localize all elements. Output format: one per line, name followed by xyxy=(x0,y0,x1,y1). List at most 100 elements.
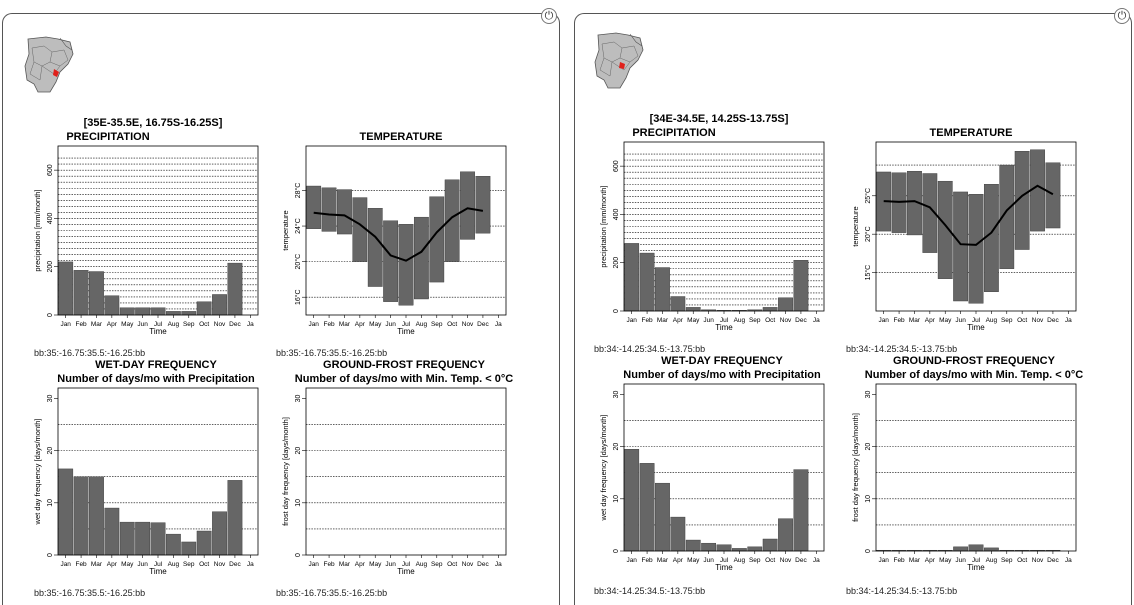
chart-title: PRECIPITATION xyxy=(632,127,715,139)
x-axis-label: Time xyxy=(715,563,733,572)
bar-sep xyxy=(747,546,763,552)
y-tick-label: 20 xyxy=(865,443,872,451)
frost-chart-2: GROUND-FROST FREQUENCY Number of days/mo … xyxy=(851,355,1083,572)
bar-nov xyxy=(212,294,227,316)
x-tick-label: Nov xyxy=(462,561,474,568)
x-tick-label: Apr xyxy=(107,321,118,328)
x-tick-label: Sep xyxy=(749,557,761,564)
x-tick-label: Jul xyxy=(972,317,981,324)
x-tick-label: Jun xyxy=(385,561,396,568)
plot-frame xyxy=(305,387,507,556)
bar-dec xyxy=(227,262,243,316)
bar-dec xyxy=(793,260,809,312)
y-tick-label: 400 xyxy=(613,208,620,220)
range-bar-oct xyxy=(1014,151,1030,250)
x-tick-label: Feb xyxy=(75,561,87,568)
chart-subtitle: Number of days/mo with Precipitation xyxy=(623,369,821,381)
x-tick-label: Jul xyxy=(972,557,981,564)
x-tick-label: Apr xyxy=(673,317,684,324)
y-axis-label: frost day frequency [days/month] xyxy=(281,417,290,526)
bar-oct xyxy=(762,538,778,552)
x-tick-label: Jul xyxy=(720,317,729,324)
x-tick-label: Oct xyxy=(1017,317,1027,324)
range-bar-nov xyxy=(460,171,475,240)
location-header: [35E-35.5E, 16.75S-16.25S] xyxy=(84,117,223,129)
chart-title: GROUND-FROST FREQUENCY xyxy=(323,359,486,371)
x-axis-label: Time xyxy=(715,323,733,332)
y-tick-label: 30 xyxy=(47,394,54,402)
x-tick-label: May xyxy=(687,317,700,324)
x-tick-label: Dec xyxy=(477,321,489,328)
power-icon[interactable]: ⏻ xyxy=(1114,8,1130,24)
y-tick-label: 0 xyxy=(613,549,620,553)
y-axis-label: wet day frequency [days/month] xyxy=(599,415,608,522)
x-tick-label: Jan xyxy=(308,321,319,328)
range-bar-aug xyxy=(413,216,429,300)
bar-nov xyxy=(778,297,793,312)
precip-chart-2: [34E-34.5E, 14.25S-13.75S] PRECIPITATION 0… xyxy=(599,113,825,332)
bar-may xyxy=(685,539,701,552)
x-tick-label: Nov xyxy=(214,561,226,568)
x-tick-label: Sep xyxy=(1001,317,1013,324)
chart-title: TEMPERATURE xyxy=(360,131,443,143)
power-icon[interactable]: ⏻ xyxy=(541,8,557,24)
bar-jun xyxy=(135,521,151,556)
x-tick-label: Nov xyxy=(1032,557,1044,564)
range-bar-dec xyxy=(475,176,491,234)
x-tick-label: Jun xyxy=(137,321,148,328)
x-tick-label: Sep xyxy=(749,317,761,324)
bar-sep xyxy=(181,311,197,316)
range-bar-dec xyxy=(1045,162,1061,229)
range-bar-jun xyxy=(383,220,399,302)
x-tick-label: Ja xyxy=(495,321,502,328)
bar-jul xyxy=(150,307,166,316)
x-tick-label: Sep xyxy=(183,321,195,328)
x-tick-label: Ja xyxy=(1065,557,1072,564)
bbox-label: bb:34:-14.25:34.5:-13.75:bb xyxy=(594,344,706,354)
chart-title: GROUND-FROST FREQUENCY xyxy=(893,355,1056,367)
bbox-label: bb:35:-16.75:35.5:-16.25:bb xyxy=(34,348,146,358)
x-tick-label: Oct xyxy=(447,561,457,568)
range-bar-jul xyxy=(398,224,414,306)
y-axis-label: temperature xyxy=(851,206,860,246)
x-tick-label: May xyxy=(121,561,134,568)
y-tick-label: 200 xyxy=(47,261,54,273)
plot-frame xyxy=(875,383,1077,552)
range-bar-aug xyxy=(983,184,999,292)
x-tick-label: Dec xyxy=(229,321,241,328)
bbox-label: bb:34:-14.25:34.5:-13.75:bb xyxy=(594,586,706,596)
range-bar-nov xyxy=(1030,149,1045,232)
x-tick-label: Apr xyxy=(925,557,936,564)
y-tick-label: 600 xyxy=(613,160,620,172)
y-tick-label: 0 xyxy=(295,553,302,557)
x-tick-label: Aug xyxy=(168,321,180,328)
x-tick-label: Aug xyxy=(734,557,746,564)
y-axis-label: temperature xyxy=(281,210,290,250)
x-tick-label: Sep xyxy=(183,561,195,568)
bbox-label: bb:35:-16.75:35.5:-16.25:bb xyxy=(34,588,146,598)
temp-chart-1: TEMPERATURE 16°C 20°C 24°C 28°C Jan Feb Mar Apr M… xyxy=(281,131,507,336)
x-tick-label: Mar xyxy=(339,321,351,328)
x-tick-label: Dec xyxy=(229,561,241,568)
x-axis-label: Time xyxy=(397,567,415,576)
x-tick-label: Apr xyxy=(355,561,366,568)
bar-dec xyxy=(793,469,809,552)
x-tick-label: Oct xyxy=(765,557,775,564)
x-tick-label: Mar xyxy=(91,561,103,568)
bar-jun xyxy=(953,546,969,552)
bar-apr xyxy=(104,507,120,556)
x-tick-label: Jun xyxy=(385,321,396,328)
x-tick-label: Mar xyxy=(91,321,103,328)
y-axis-label: frost day frequency [days/month] xyxy=(851,413,860,522)
y-tick-label: 10 xyxy=(865,495,872,503)
x-tick-label: Jan xyxy=(878,317,889,324)
range-bar-sep xyxy=(429,196,445,283)
y-tick-label: 0 xyxy=(613,309,620,313)
x-tick-label: Feb xyxy=(641,317,653,324)
x-tick-label: Ja xyxy=(813,557,820,564)
x-tick-label: Nov xyxy=(780,317,792,324)
location-header: [34E-34.5E, 14.25S-13.75S] xyxy=(650,113,789,125)
wet-chart-1: WET-DAY FREQUENCY Number of days/mo with … xyxy=(33,359,259,576)
y-tick-label: 28°C xyxy=(294,183,302,199)
